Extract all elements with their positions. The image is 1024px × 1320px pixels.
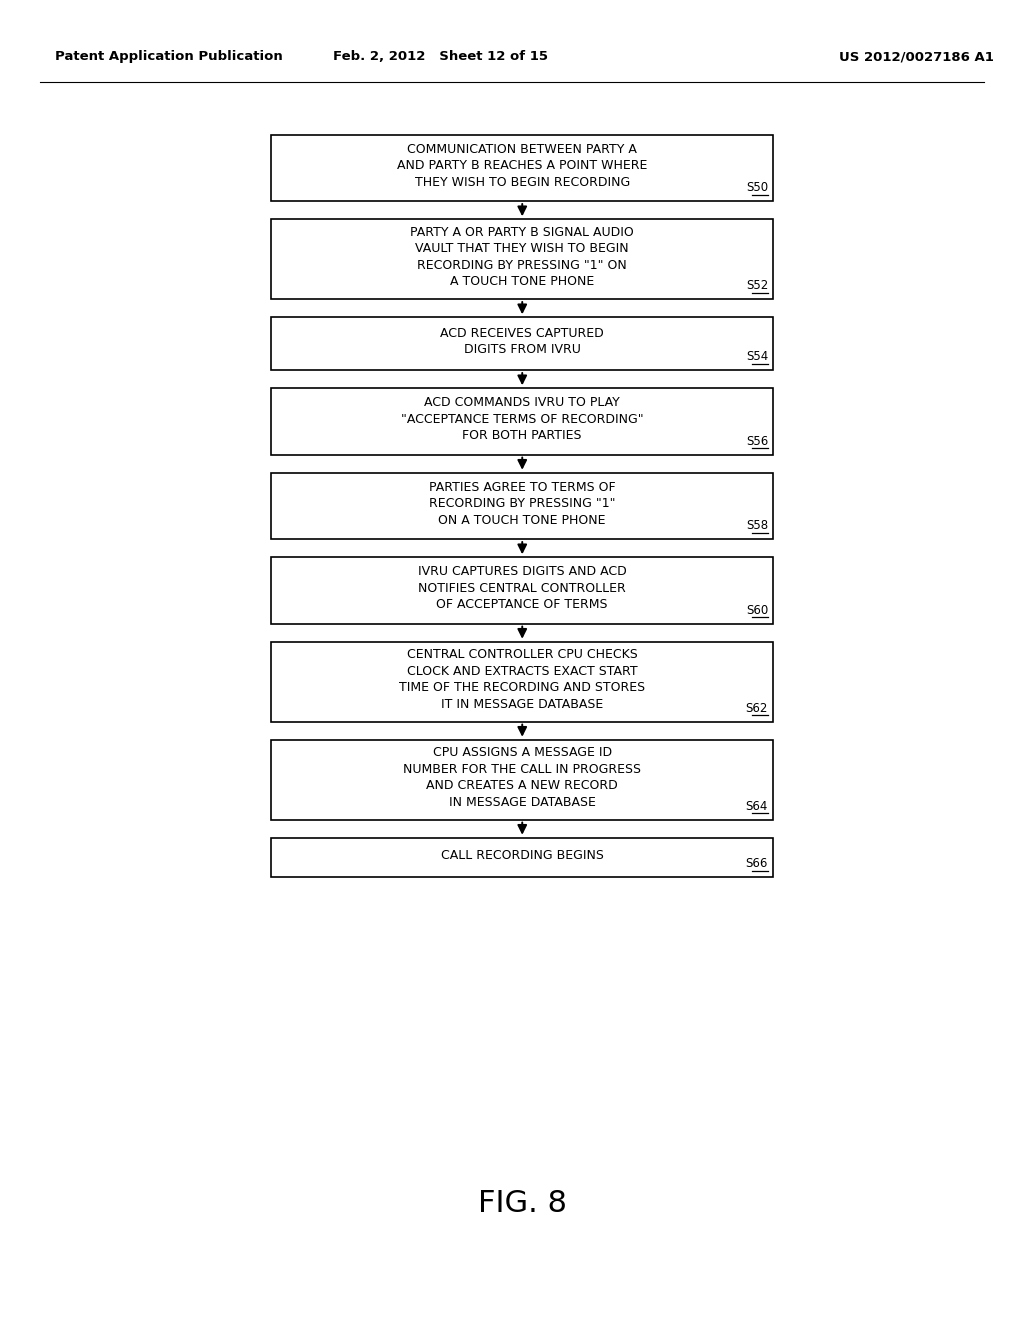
Text: S64: S64 [745,800,768,813]
Bar [271,219,773,300]
Text: US 2012/0027186 A1: US 2012/0027186 A1 [839,50,994,63]
Bar [271,838,773,876]
Text: CENTRAL CONTROLLER CPU CHECKS
CLOCK AND EXTRACTS EXACT START
TIME OF THE RECORDI: CENTRAL CONTROLLER CPU CHECKS CLOCK AND … [399,648,645,711]
Bar [271,317,773,370]
Text: S56: S56 [745,434,768,447]
Text: CPU ASSIGNS A MESSAGE ID
NUMBER FOR THE CALL IN PROGRESS
AND CREATES A NEW RECOR: CPU ASSIGNS A MESSAGE ID NUMBER FOR THE … [403,746,641,809]
Text: S60: S60 [745,603,768,616]
Text: S50: S50 [746,181,768,194]
Text: S58: S58 [746,519,768,532]
Text: ACD COMMANDS IVRU TO PLAY
"ACCEPTANCE TERMS OF RECORDING"
FOR BOTH PARTIES: ACD COMMANDS IVRU TO PLAY "ACCEPTANCE TE… [401,396,643,442]
Text: S66: S66 [745,857,768,870]
Text: ACD RECEIVES CAPTURED
DIGITS FROM IVRU: ACD RECEIVES CAPTURED DIGITS FROM IVRU [440,327,604,356]
Bar [271,388,773,454]
Text: FIG. 8: FIG. 8 [478,1189,566,1218]
Bar [271,739,773,820]
Bar [271,642,773,722]
Text: PARTY A OR PARTY B SIGNAL AUDIO
VAULT THAT THEY WISH TO BEGIN
RECORDING BY PRESS: PARTY A OR PARTY B SIGNAL AUDIO VAULT TH… [411,226,634,288]
Text: Feb. 2, 2012   Sheet 12 of 15: Feb. 2, 2012 Sheet 12 of 15 [333,50,548,63]
Bar [271,135,773,201]
Text: S52: S52 [745,279,768,292]
Text: PARTIES AGREE TO TERMS OF
RECORDING BY PRESSING "1"
ON A TOUCH TONE PHONE: PARTIES AGREE TO TERMS OF RECORDING BY P… [429,480,615,527]
Bar [271,473,773,539]
Text: S62: S62 [745,702,768,714]
Text: IVRU CAPTURES DIGITS AND ACD
NOTIFIES CENTRAL CONTROLLER
OF ACCEPTANCE OF TERMS: IVRU CAPTURES DIGITS AND ACD NOTIFIES CE… [418,565,627,611]
Text: S54: S54 [745,350,768,363]
Text: COMMUNICATION BETWEEN PARTY A
AND PARTY B REACHES A POINT WHERE
THEY WISH TO BEG: COMMUNICATION BETWEEN PARTY A AND PARTY … [397,143,647,189]
Text: CALL RECORDING BEGINS: CALL RECORDING BEGINS [440,849,604,862]
Text: Patent Application Publication: Patent Application Publication [55,50,283,63]
Bar [271,557,773,623]
